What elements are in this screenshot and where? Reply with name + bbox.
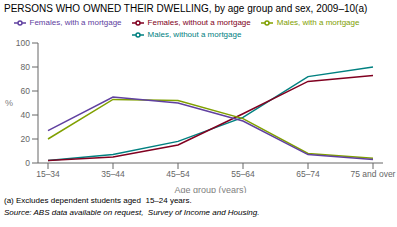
html-text:PERSONS WHO OWNED THEIR DWELLI: PERSONS WHO OWNED THEIR DWELLING, by age… — [4, 3, 368, 14]
svg-text:15–34: 15–34 — [36, 169, 60, 179]
svg-text:35–44: 35–44 — [101, 169, 125, 179]
html-text:(a) Excludes dependent student: (a) Excludes dependent students aged 15–… — [4, 196, 192, 205]
svg-text:40: 40 — [21, 110, 31, 120]
svg-text:45–54: 45–54 — [166, 169, 190, 179]
svg-text:65–74: 65–74 — [296, 169, 320, 179]
svg-text:55–64: 55–64 — [231, 169, 255, 179]
html-text:Source: ABS data available on: Source: ABS data available on request, S… — [4, 208, 260, 217]
svg-text:60: 60 — [21, 86, 31, 96]
svg-text:100: 100 — [16, 38, 30, 48]
svg-text:20: 20 — [21, 134, 31, 144]
svg-text:Age group (years): Age group (years) — [174, 185, 246, 193]
svg-text:%: % — [8, 98, 13, 108]
html-text:Females, without a mortgage: Females, without a mortgage — [147, 18, 251, 28]
html-text:Males, without a mortgage: Males, without a mortgage — [147, 30, 242, 40]
html-text:Males, with a mortgage: Males, with a mortgage — [276, 18, 360, 28]
svg-text:0: 0 — [25, 158, 30, 168]
svg-text:80: 80 — [21, 62, 31, 72]
html-text:Females, with a mortgage: Females, with a mortgage — [29, 18, 122, 28]
svg-text:75 and over: 75 and over — [351, 169, 389, 179]
